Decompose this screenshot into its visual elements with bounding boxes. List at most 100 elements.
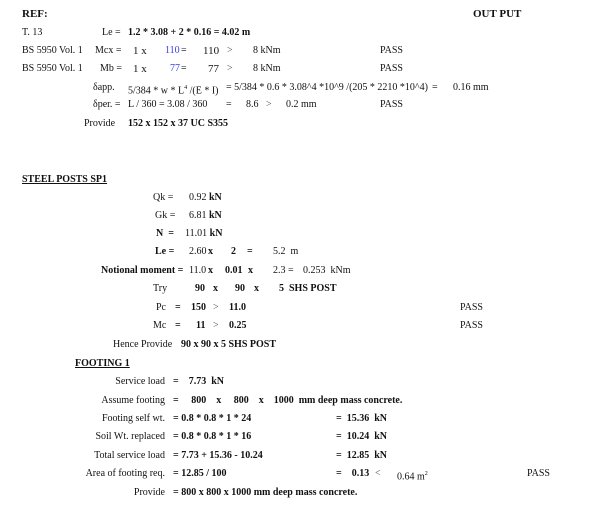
row-result: = 10.24 kN xyxy=(336,431,387,442)
gt-sign: > xyxy=(227,45,233,56)
section-title: FOOTING 1 xyxy=(75,358,130,369)
pc-applied: 11.0 xyxy=(229,302,246,313)
n-label: N = xyxy=(156,228,174,239)
row-label: Footing self wt. xyxy=(101,413,165,424)
gt-sign: > xyxy=(266,99,272,110)
le-b: 2 xyxy=(231,246,236,257)
ref-label: T. 13 xyxy=(22,27,43,38)
gt-sign: > xyxy=(213,320,219,331)
equals: = xyxy=(247,246,253,257)
hence-provide-label: Hence Provide xyxy=(113,339,173,350)
try-a: 90 xyxy=(195,283,205,294)
times: x xyxy=(254,283,259,294)
provide-section: 152 x 152 x 37 UC S355 xyxy=(128,118,229,129)
hence-provide-value: 90 x 90 x 5 SHS POST xyxy=(181,339,277,350)
dapp-formula: 5/384 * w * L4 /(E * I) xyxy=(128,82,219,97)
row-label: Assume footing xyxy=(101,395,165,406)
times: x xyxy=(208,246,213,257)
gk-label: Gk = xyxy=(155,210,176,221)
row-label: Area of footing req. xyxy=(85,468,165,479)
row-expr: = 7.73 + 15.36 - 10.24 xyxy=(173,450,263,461)
qk-label: Qk = xyxy=(153,192,174,203)
le-label: Le = xyxy=(155,246,175,257)
row-expr: = 12.85 / 100 xyxy=(173,468,227,479)
mb-label: Mb = xyxy=(100,63,123,74)
unit: kN xyxy=(209,228,223,239)
le-label: Le = xyxy=(102,27,121,38)
mcx-status: PASS xyxy=(380,45,403,56)
pc-status: PASS xyxy=(460,302,483,313)
row-result: = 15.36 kN xyxy=(336,413,387,424)
ref-label: BS 5950 Vol. 1 xyxy=(22,63,83,74)
exponent: 4 xyxy=(184,85,188,91)
le-result: 5.2 m xyxy=(273,246,299,257)
gk-value: 6.81 kN xyxy=(189,210,222,222)
dper-label: δper. = xyxy=(93,99,121,110)
mb-status: PASS xyxy=(380,63,403,74)
mb-applied: 8 kNm xyxy=(253,63,281,74)
qk-value: 0.92 kN xyxy=(189,192,222,204)
times: x xyxy=(248,265,253,276)
nm-result: 0.253 kNm xyxy=(303,265,351,276)
try-b: 90 xyxy=(235,283,245,294)
mb-value: 77 xyxy=(208,63,219,75)
dper-status: PASS xyxy=(380,99,403,110)
dper-formula: L / 360 = 3.08 / 360 xyxy=(128,99,208,110)
nm-c: 2.3 = xyxy=(273,265,294,276)
mcx-input: 110 xyxy=(165,45,180,56)
row-result: = 12.85 kN xyxy=(336,450,387,461)
mc-value: 11 xyxy=(196,320,206,331)
equals: = xyxy=(432,82,438,93)
ref-heading: REF: xyxy=(22,8,48,20)
row-expr: = 0.8 * 0.8 * 1 * 24 xyxy=(173,413,252,424)
le-expr: 1.2 * 3.08 + 2 * 0.16 = 4.02 m xyxy=(128,27,251,38)
row-expr: = 0.8 * 0.8 * 1 * 16 xyxy=(173,431,252,442)
mc-label: Mc xyxy=(153,320,167,331)
le-a: 2.60 xyxy=(189,246,207,257)
times: x xyxy=(208,265,213,276)
mb-factor: 1 x xyxy=(133,63,147,75)
mcx-label: Mcx = xyxy=(95,45,122,56)
value: 0.92 xyxy=(189,192,207,203)
area-status: PASS xyxy=(527,468,550,479)
equals: = xyxy=(181,45,187,56)
dapp-result: 0.16 mm xyxy=(453,82,489,93)
area-provided: 0.64 m2 xyxy=(397,468,428,483)
dper-value: 8.6 xyxy=(246,99,259,110)
gt-sign: > xyxy=(227,63,233,74)
pc-value: 150 xyxy=(191,302,206,313)
value: 0.64 m xyxy=(397,471,425,483)
n-value: 11.01 kN xyxy=(185,228,222,240)
equals: = xyxy=(181,63,187,74)
try-c: 5 SHS POST xyxy=(279,283,337,294)
equals: = xyxy=(175,302,181,313)
section-title: STEEL POSTS SP1 xyxy=(22,174,108,185)
mcx-applied: 8 kNm xyxy=(253,45,281,56)
equals: = xyxy=(175,320,181,331)
row-label: Soil Wt. replaced xyxy=(95,431,165,442)
output-heading: OUT PUT xyxy=(473,8,522,20)
row-label: Provide xyxy=(133,487,165,498)
row-label: Service load xyxy=(115,376,165,387)
unit: kN xyxy=(209,210,222,221)
row-expr: = 800 x 800 x 1000 mm deep mass concrete… xyxy=(173,487,358,498)
value: 6.81 xyxy=(189,210,207,221)
notional-label: Notional moment = xyxy=(101,265,184,276)
nm-b: 0.01 xyxy=(225,265,243,276)
mcx-factor: 1 x xyxy=(133,45,147,57)
row-expr: = 800 x 800 x 1000 mm deep mass concrete… xyxy=(173,395,403,406)
row-expr: = 7.73 kN xyxy=(173,376,224,387)
mc-status: PASS xyxy=(460,320,483,331)
mc-applied: 0.25 xyxy=(229,320,247,331)
ref-label: BS 5950 Vol. 1 xyxy=(22,45,83,56)
lt-sign: < xyxy=(375,468,381,479)
formula-text: /(E * I) xyxy=(187,85,219,97)
try-label: Try xyxy=(153,283,168,294)
gt-sign: > xyxy=(213,302,219,313)
exponent: 2 xyxy=(424,471,428,477)
value: 11.01 xyxy=(185,228,208,239)
row-result: = 0.13 xyxy=(336,468,370,479)
row-label: Total service load xyxy=(94,450,165,461)
nm-a: 11.0 xyxy=(189,265,207,276)
